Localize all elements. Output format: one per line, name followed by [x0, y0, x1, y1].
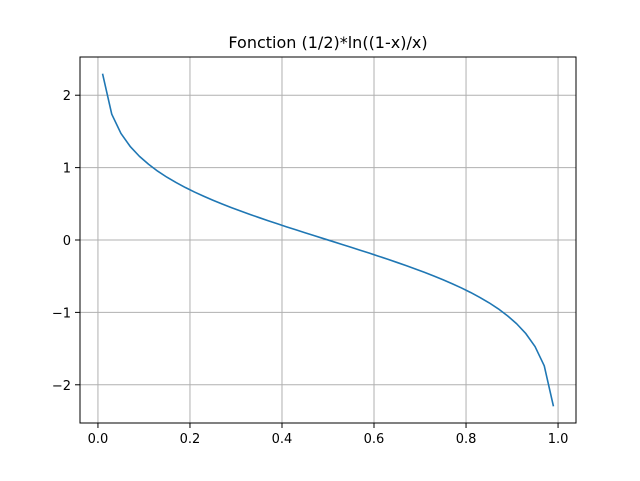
x-tick-label: 0.4	[272, 432, 293, 447]
x-tick-label: 0.6	[364, 432, 385, 447]
tick-layer: 0.0 0.2 0.4 0.6 0.8 1.0 2 1 0 −1 −2	[52, 89, 569, 447]
x-tick-label: 0.2	[180, 432, 201, 447]
y-tick-label: −1	[52, 306, 71, 321]
series-line	[101, 73, 555, 407]
x-tick-label: 0.0	[88, 432, 109, 447]
y-tick-label: −2	[52, 379, 71, 394]
x-tick-label: 0.8	[456, 432, 477, 447]
line-layer	[101, 73, 555, 407]
y-tick-label: 2	[63, 89, 71, 104]
x-tick-label: 1.0	[548, 432, 569, 447]
chart-title: Fonction (1/2)*ln((1-x)/x)	[228, 33, 427, 52]
grid-layer	[80, 57, 576, 423]
y-tick-label: 1	[63, 162, 71, 177]
y-tick-label: 0	[63, 234, 71, 249]
